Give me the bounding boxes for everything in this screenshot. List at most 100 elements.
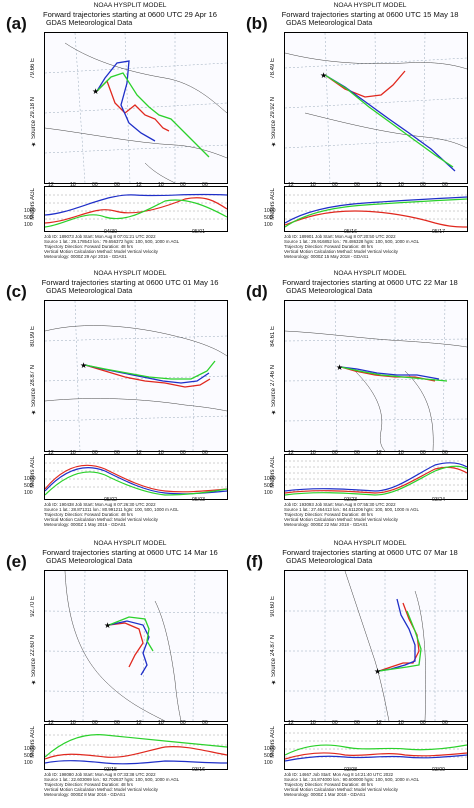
meteo-label: GDAS Meteorological Data: [46, 556, 133, 566]
profile-left-tick: 1000: [24, 746, 36, 752]
map-svg: ★: [45, 571, 227, 721]
profile-svg: [285, 194, 467, 228]
height-blue: [45, 193, 227, 216]
profile-svg: [45, 193, 227, 228]
profile-left-tick: 1000: [264, 746, 276, 752]
profile-svg: [285, 732, 467, 762]
time-tick: 00: [420, 720, 426, 726]
footer-line: Trajectory Direction: Forward Duration: …: [44, 244, 133, 249]
trajectory-red: [96, 79, 170, 132]
footer-line: Job ID: 198080 Job Start: Mon Aug 8 07:3…: [44, 772, 156, 777]
model-title: NOAA HYSPLIT MODEL: [333, 2, 407, 9]
profile-left-tick: 1000: [264, 476, 276, 482]
profile-left-tick: 500: [264, 753, 273, 759]
meteo-label: GDAS Meteorological Data: [286, 556, 373, 566]
footer-line: Vertical Motion Calculation Method: Mode…: [44, 517, 158, 522]
trajectory-map: ★: [284, 300, 468, 452]
meteo-label: GDAS Meteorological Data: [286, 286, 373, 296]
profile-svg: [45, 462, 227, 496]
trajectory-blue: [108, 620, 150, 676]
time-tick: 06: [442, 450, 448, 456]
source-lat: 28.87 N: [30, 365, 36, 387]
date-tick: 05/17: [432, 229, 445, 235]
height-profile: [44, 454, 228, 500]
trajectory-green: [96, 72, 210, 158]
time-tick: 00: [92, 450, 98, 456]
height-blue: [285, 196, 467, 224]
profile-left-tick: 1000: [264, 208, 276, 214]
source-label: ★ Source: [31, 388, 37, 416]
panel-header: NOAA HYSPLIT MODEL Forward trajectories …: [274, 540, 466, 566]
trajectory-title: Forward trajectories starting at 0600 UT…: [282, 277, 458, 287]
time-tick: 12: [136, 720, 142, 726]
time-tick: 00: [332, 450, 338, 456]
height-profile: [284, 454, 468, 500]
time-tick: 18: [398, 450, 404, 456]
time-tick: 06: [354, 450, 360, 456]
model-title: NOAA HYSPLIT MODEL: [333, 270, 407, 277]
footer-line: Meteorology: 0000Z 1 Mar 2018 - GDAS1: [284, 792, 366, 797]
footer-line: Source 1 lat.: 29.178543 lon.: 79.656372…: [44, 239, 180, 244]
panel-b: (b) NOAA HYSPLIT MODEL Forward trajector…: [244, 2, 470, 264]
footer-line: Meteorology: 0000Z 22 Mar 2018 - GDAS1: [284, 522, 368, 527]
panel-header: NOAA HYSPLIT MODEL Forward trajectories …: [34, 540, 226, 566]
profile-left-tick: 500: [24, 483, 33, 489]
time-tick: 18: [70, 720, 76, 726]
time-tick: 18: [398, 720, 404, 726]
panel-header: NOAA HYSPLIT MODEL Forward trajectories …: [274, 2, 466, 28]
footer-line: Job ID: 189073 Job Start: Mon Aug 8 07:0…: [44, 234, 156, 239]
model-title: NOAA HYSPLIT MODEL: [93, 540, 167, 547]
time-tick: 06: [442, 720, 448, 726]
footer: Job ID: 189901 Job Start: Mon Aug 8 07:2…: [284, 234, 468, 259]
time-tick: 00: [420, 182, 426, 188]
time-tick: 06: [202, 450, 208, 456]
trajectory-green: [340, 366, 448, 382]
source-lat: 29.18 N: [30, 97, 36, 119]
panel-a: (a) NOAA HYSPLIT MODEL Forward trajector…: [4, 2, 230, 264]
footer: Job ID: 193093 Job Start: Mon Aug 8 07:5…: [284, 502, 468, 527]
footer-line: Job ID: 190438 Job Start: Mon Aug 8 07:2…: [44, 502, 156, 507]
date-tick: 05/01: [192, 229, 205, 235]
time-tick: 06: [202, 720, 208, 726]
trajectory-map: ★: [44, 570, 228, 722]
footer-line: Source 1 lat.: 27.464413 lon.: 84.611206…: [284, 507, 419, 512]
trajectory-map: ★: [44, 32, 228, 184]
trajectory-green: [324, 74, 454, 168]
footer-line: Source 1 lat.: 29.916852 lon.: 78.486328…: [284, 239, 420, 244]
time-tick: 18: [310, 720, 316, 726]
footer-line: Vertical Motion Calculation Method: Mode…: [284, 249, 398, 254]
trajectory-map: ★: [44, 300, 228, 452]
time-tick: 12: [48, 720, 54, 726]
source-label: ★ Source: [31, 120, 37, 148]
footer-line: Trajectory Direction: Forward Duration: …: [44, 512, 133, 517]
trajectory-red: [378, 602, 420, 672]
footer-line: Meteorology: 0000Z 1 May 2016 - GDAS1: [44, 522, 127, 527]
profile-left-tick: 1000: [24, 208, 36, 214]
source-lat: 22.60 N: [30, 635, 36, 657]
time-tick: 00: [332, 182, 338, 188]
height-profile: [44, 186, 228, 232]
height-profile: [284, 724, 468, 770]
meteo-label: GDAS Meteorological Data: [286, 18, 373, 28]
time-tick: 18: [70, 182, 76, 188]
footer-line: Meteorology: 0000Z 8 Mar 2016 - GDAS1: [44, 792, 126, 797]
time-tick: 06: [114, 182, 120, 188]
panel-header: NOAA HYSPLIT MODEL Forward trajectories …: [34, 270, 226, 296]
footer-line: Meteorology: 0000Z 29 Apr 2016 - GDAS1: [44, 254, 127, 259]
footer-line: Job ID: 189901 Job Start: Mon Aug 8 07:2…: [284, 234, 396, 239]
svg-text:★: ★: [92, 87, 99, 96]
trajectory-title: Forward trajectories starting at 0600 UT…: [41, 277, 219, 287]
footer: Job ID: 14667 Job Start: Mon Aug 8 14:21…: [284, 772, 468, 797]
footer: Job ID: 189073 Job Start: Mon Aug 8 07:0…: [44, 234, 228, 259]
footer-line: Meteorology: 0000Z 15 May 2018 - GDAS1: [284, 254, 369, 259]
panel-header: NOAA HYSPLIT MODEL Forward trajectories …: [34, 2, 226, 28]
time-tick: 12: [288, 450, 294, 456]
height-green: [285, 744, 467, 756]
panel-letter: (f): [246, 552, 263, 571]
footer-line: Source 1 lat.: 22.603069 lon.: 92.702637…: [44, 777, 180, 782]
time-tick: 18: [310, 450, 316, 456]
footer: Job ID: 190438 Job Start: Mon Aug 8 07:2…: [44, 502, 228, 527]
time-tick: 18: [398, 182, 404, 188]
trajectory-red: [84, 364, 211, 388]
source-label: ★ Source: [31, 658, 37, 686]
